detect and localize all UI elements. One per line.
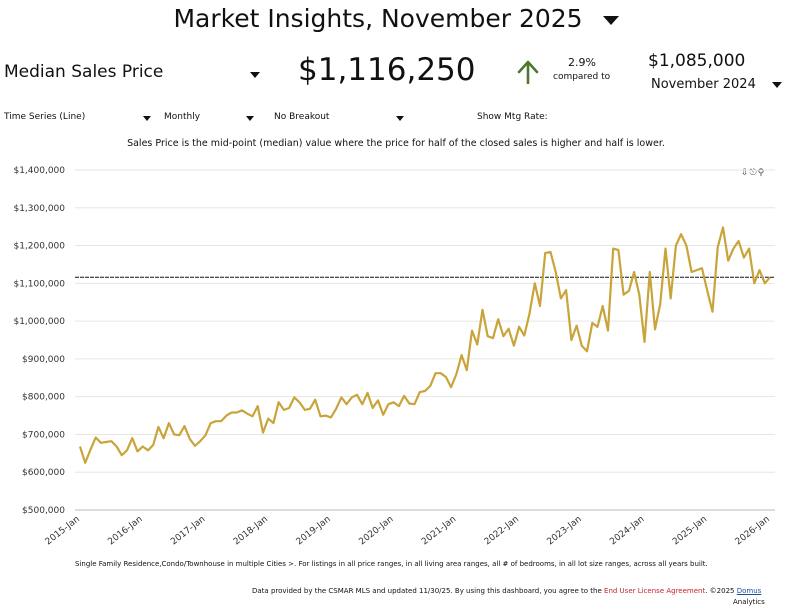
current-value: $1,116,250 xyxy=(298,52,476,88)
zoom-icon[interactable]: ⎋ xyxy=(749,168,758,178)
x-tick-label: 2017-Jan xyxy=(169,514,207,547)
median-price-series-line xyxy=(78,226,771,464)
breakout-value: No Breakout xyxy=(274,112,330,122)
metric-description: Sales Price is the mid-point (median) va… xyxy=(127,138,665,149)
source-text: Data provided by the CSMAR MLS and updat… xyxy=(252,587,602,595)
metric-select[interactable]: Median Sales Price xyxy=(4,62,163,82)
compared-to-label: compared to xyxy=(553,72,611,82)
chevron-down-icon xyxy=(602,15,619,25)
y-tick-label: $1,000,000 xyxy=(13,317,65,327)
y-tick-label: $600,000 xyxy=(22,468,65,478)
data-source-note: Data provided by the CSMAR MLS and updat… xyxy=(252,587,761,595)
search-icon[interactable]: ⚲ xyxy=(757,168,766,178)
brand-link[interactable]: Domus xyxy=(736,587,762,595)
brand-link-2[interactable]: Analytics xyxy=(733,598,765,606)
x-tick-label: 2018-Jan xyxy=(232,514,270,547)
x-tick-label: 2022-Jan xyxy=(483,514,521,547)
x-axis: 2015-Jan 2016-Jan 2017-Jan 2018-Jan 2019-Jan… xyxy=(44,514,772,547)
x-tick-label: 2025-Jan xyxy=(671,514,709,547)
x-tick-label: 2021-Jan xyxy=(420,514,458,547)
y-tick-label: $1,300,000 xyxy=(13,204,65,214)
x-tick-label: 2026-Jan xyxy=(734,514,772,547)
metric-select-value: Median Sales Price xyxy=(4,62,164,82)
x-tick-label: 2015-Jan xyxy=(44,514,82,547)
chevron-down-icon[interactable] xyxy=(246,116,254,121)
change-percent: 2.9% xyxy=(568,56,596,69)
chart-toolbar: ⇩⎋⚲ xyxy=(741,168,765,178)
comparison-period-select[interactable]: November 2024 xyxy=(651,77,782,92)
x-tick-label: 2020-Jan xyxy=(357,514,395,547)
filter-summary: Single Family Residence,Condo/Townhouse … xyxy=(75,560,708,568)
series-group xyxy=(78,226,771,464)
breakout-select[interactable]: No Breakout xyxy=(274,112,329,122)
mortgage-rate-toggle[interactable]: Show Mtg Rate: xyxy=(477,112,548,122)
x-tick-label: 2019-Jan xyxy=(295,514,333,547)
chart-type-select[interactable]: Time Series (Line) xyxy=(4,112,85,122)
y-tick-label: $1,200,000 xyxy=(13,242,65,252)
comparison-period-value: November 2024 xyxy=(651,77,756,92)
chevron-down-icon[interactable] xyxy=(143,116,151,121)
page-title-dropdown[interactable]: Market Insights, November 2025 xyxy=(0,4,792,33)
download-icon[interactable]: ⇩ xyxy=(741,168,750,178)
eula-link[interactable]: End User License Agreement xyxy=(604,587,706,595)
line-chart: $500,000 $600,000 $700,000 $800,000 $900,000… xyxy=(13,166,775,547)
chart-grid xyxy=(75,169,775,511)
page-title: Market Insights, November 2025 xyxy=(173,4,583,33)
interval-value: Monthly xyxy=(164,112,201,122)
previous-value: $1,085,000 xyxy=(648,51,746,71)
x-tick-label: 2023-Jan xyxy=(546,514,584,547)
y-tick-label: $800,000 xyxy=(22,393,65,403)
y-tick-label: $1,400,000 xyxy=(13,166,65,176)
y-tick-label: $900,000 xyxy=(22,355,65,365)
chevron-down-icon[interactable] xyxy=(250,72,260,78)
y-tick-label: $500,000 xyxy=(22,506,65,516)
mortgage-rate-label: Show Mtg Rate: xyxy=(477,112,548,122)
chevron-down-icon[interactable] xyxy=(396,116,404,121)
y-tick-label: $700,000 xyxy=(22,430,65,440)
x-tick-label: 2016-Jan xyxy=(106,514,144,547)
source-suffix: . ©2025 xyxy=(705,587,735,595)
y-tick-label: $1,100,000 xyxy=(13,279,65,289)
arrow-up-icon xyxy=(517,60,539,84)
chevron-down-icon xyxy=(772,81,782,88)
x-tick-label: 2024-Jan xyxy=(608,514,646,547)
y-axis: $500,000 $600,000 $700,000 $800,000 $900,000… xyxy=(13,166,65,516)
interval-select[interactable]: Monthly xyxy=(164,112,200,122)
chart-type-value: Time Series (Line) xyxy=(4,112,86,122)
